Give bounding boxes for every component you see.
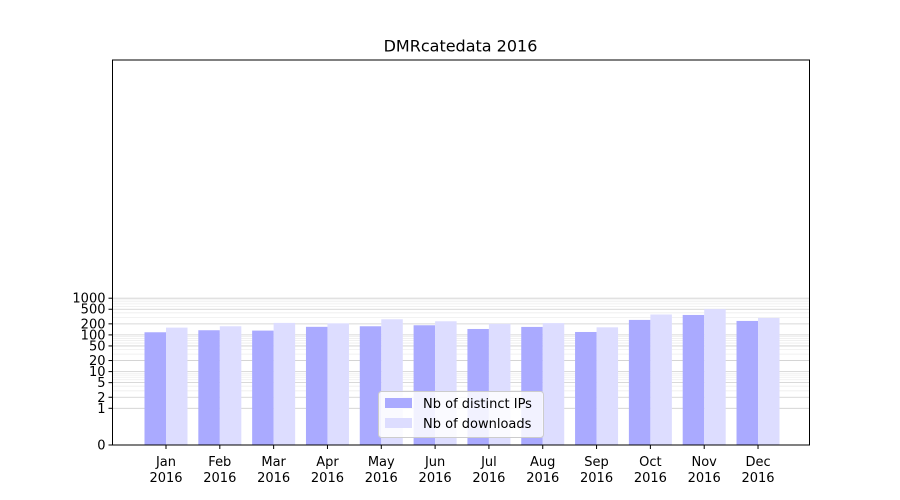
x-tick-label-year: 2016 xyxy=(472,471,505,486)
bar-distinct-ips xyxy=(144,332,166,445)
legend-swatch xyxy=(385,398,412,408)
x-tick-label-year: 2016 xyxy=(526,471,559,486)
legend-swatch xyxy=(385,418,412,428)
x-tick-label-month: May xyxy=(368,455,395,470)
y-tick-label: 100 xyxy=(81,328,106,343)
x-tick-label-month: Dec xyxy=(745,455,770,470)
y-tick-label: 200 xyxy=(81,317,106,332)
y-tick-label: 50 xyxy=(89,339,106,354)
x-tick-label-month: Jul xyxy=(480,455,497,470)
bar-distinct-ips xyxy=(198,330,220,445)
y-tick-label: 10 xyxy=(89,365,106,380)
bar-downloads xyxy=(219,326,242,445)
x-tick-label-month: Oct xyxy=(639,455,661,470)
x-tick-label-year: 2016 xyxy=(419,471,452,486)
x-tick-label-month: Mar xyxy=(261,455,286,470)
x-tick-label-year: 2016 xyxy=(311,471,344,486)
legend-box xyxy=(378,391,544,438)
y-tick-label: 1 xyxy=(97,402,105,417)
x-tick-label-year: 2016 xyxy=(257,471,290,486)
bar-downloads xyxy=(327,323,349,445)
bar-distinct-ips xyxy=(628,319,651,445)
x-axis: Jan2016Feb2016Mar2016Apr2016May2016Jun20… xyxy=(149,445,775,486)
bar-downloads xyxy=(704,309,726,445)
x-tick-label-year: 2016 xyxy=(149,471,182,486)
chart-title: DMRcatedata 2016 xyxy=(384,37,538,56)
bar-downloads xyxy=(542,323,565,445)
y-tick-label: 1000 xyxy=(72,292,105,307)
y-tick-label: 0 xyxy=(97,439,105,454)
x-tick-label-month: Aug xyxy=(530,455,555,470)
bar-distinct-ips xyxy=(575,331,597,445)
plot-frame xyxy=(112,59,810,446)
bar-distinct-ips xyxy=(736,320,759,445)
x-tick-label-month: Feb xyxy=(208,455,231,470)
bar-downloads xyxy=(273,322,296,445)
x-tick-label-month: Nov xyxy=(692,455,718,470)
legend: Nb of distinct IPs Nb of downloads xyxy=(378,391,544,438)
bar-distinct-ips xyxy=(682,314,705,445)
y-tick-label: 2 xyxy=(97,391,105,406)
x-tick-label-year: 2016 xyxy=(203,471,236,486)
x-tick-label-month: Sep xyxy=(584,455,609,470)
x-tick-label-year: 2016 xyxy=(634,471,667,486)
x-tick-label-year: 2016 xyxy=(741,471,774,486)
bar-downloads xyxy=(596,327,619,445)
x-tick-label-month: Apr xyxy=(316,455,339,470)
bar-downloads xyxy=(758,317,780,445)
x-tick-label-month: Jan xyxy=(155,455,176,470)
bar-distinct-ips xyxy=(359,326,382,445)
bar-downloads xyxy=(166,327,188,445)
x-tick-label-year: 2016 xyxy=(365,471,398,486)
x-tick-label-month: Jun xyxy=(424,455,445,470)
legend-label: Nb of distinct IPs xyxy=(423,397,532,412)
y-tick-label: 5 xyxy=(97,376,105,391)
x-tick-label-year: 2016 xyxy=(580,471,613,486)
y-tick-label: 500 xyxy=(81,303,106,318)
x-tick-label-year: 2016 xyxy=(688,471,721,486)
bar-distinct-ips xyxy=(252,330,274,445)
bar-distinct-ips xyxy=(305,326,328,445)
legend-label: Nb of downloads xyxy=(423,417,532,432)
bar-downloads xyxy=(650,314,672,445)
y-tick-label: 20 xyxy=(89,354,106,369)
